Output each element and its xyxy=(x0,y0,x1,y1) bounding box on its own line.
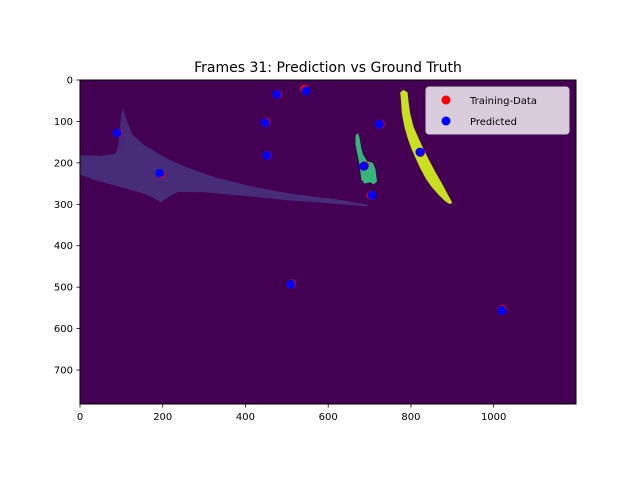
predicted-point-0 xyxy=(112,128,122,138)
x-tick-label: 1000 xyxy=(481,412,506,423)
x-axis: 0 200 400 600 800 1000 xyxy=(77,404,506,423)
legend-marker-predicted xyxy=(441,116,451,126)
x-tick-label: 400 xyxy=(236,412,255,423)
predicted-point-11 xyxy=(497,305,507,315)
y-tick-label: 400 xyxy=(54,241,73,252)
predicted-point-7 xyxy=(359,161,369,171)
y-tick-label: 500 xyxy=(54,283,73,294)
predicted-point-3 xyxy=(301,86,311,96)
x-tick-label: 800 xyxy=(401,412,420,423)
legend-label-training-data: Training-Data xyxy=(469,96,537,107)
predicted-point-8 xyxy=(367,190,377,200)
mask-region-yellow xyxy=(400,89,453,205)
legend-box xyxy=(425,86,570,135)
predicted-point-9 xyxy=(415,147,425,157)
legend-label-predicted: Predicted xyxy=(470,117,517,128)
predicted-point-4 xyxy=(260,118,270,128)
mask-region-spike xyxy=(119,108,127,153)
mask-region-wide xyxy=(80,108,370,207)
y-tick-label: 600 xyxy=(54,324,73,335)
predicted-point-2 xyxy=(272,90,282,99)
x-tick-label: 600 xyxy=(319,412,338,423)
predicted-point-5 xyxy=(262,150,272,160)
y-tick-label: 200 xyxy=(54,158,73,169)
points-layer xyxy=(112,84,507,315)
chart-title: Frames 31: Prediction vs Ground Truth xyxy=(194,60,462,76)
predicted-point-6 xyxy=(375,119,384,129)
predicted-point-1 xyxy=(155,168,165,178)
x-tick-label: 200 xyxy=(153,412,172,423)
legend-marker-training-data xyxy=(441,95,451,105)
mask-region-teal xyxy=(355,133,377,185)
y-axis: 0 100 200 300 400 500 600 700 xyxy=(54,76,80,377)
legend: Training-Data Predicted xyxy=(425,86,570,135)
y-tick-label: 100 xyxy=(54,117,73,128)
x-tick-label: 0 xyxy=(77,412,83,423)
predicted-point-10 xyxy=(286,279,296,289)
y-tick-label: 700 xyxy=(54,366,73,377)
y-tick-label: 300 xyxy=(54,200,73,211)
y-tick-label: 0 xyxy=(67,76,73,87)
